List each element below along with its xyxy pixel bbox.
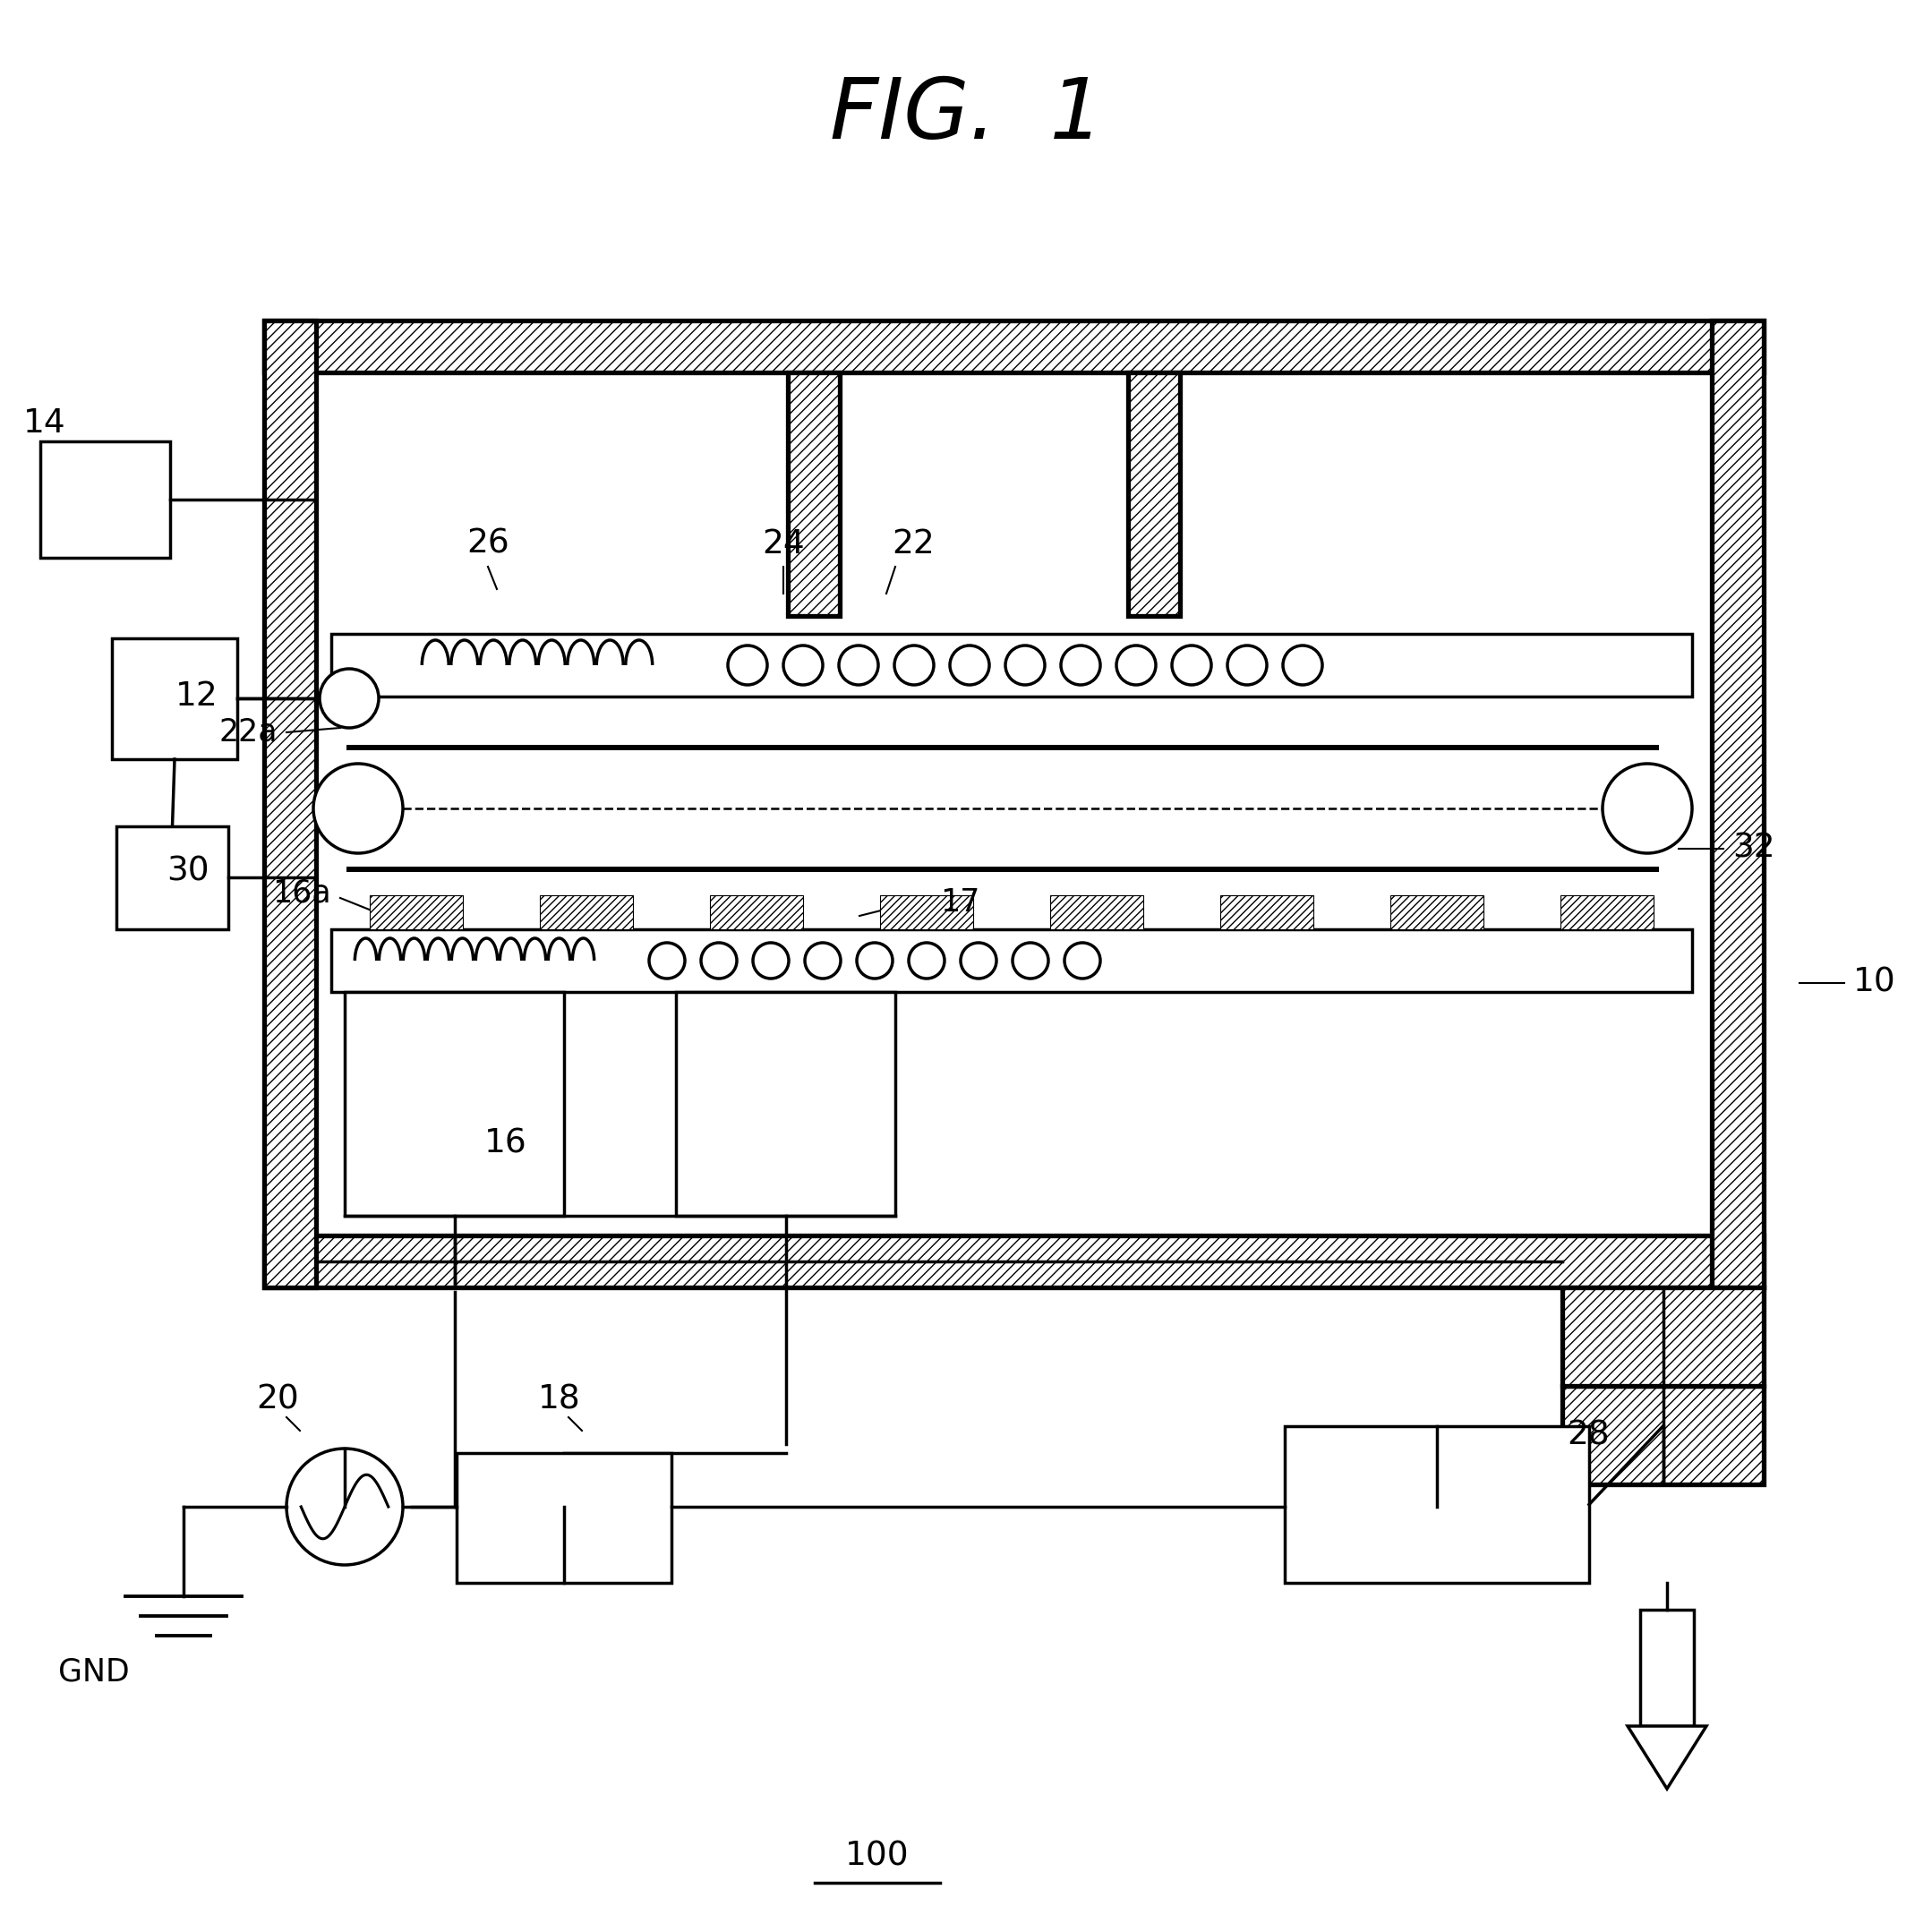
Bar xyxy=(265,1235,1764,1287)
Bar xyxy=(456,1453,672,1582)
Circle shape xyxy=(856,943,893,978)
Bar xyxy=(1640,1609,1694,1725)
Text: 14: 14 xyxy=(23,408,66,440)
Bar xyxy=(116,827,228,929)
Circle shape xyxy=(1227,645,1267,684)
Text: 22a: 22a xyxy=(218,717,278,748)
Bar xyxy=(1285,1426,1590,1582)
Circle shape xyxy=(1283,645,1321,684)
Bar xyxy=(265,321,317,1287)
Text: 10: 10 xyxy=(1853,966,1895,999)
Bar xyxy=(879,895,974,929)
Circle shape xyxy=(1173,645,1211,684)
Bar xyxy=(1049,895,1144,929)
Bar xyxy=(1563,1385,1764,1484)
Circle shape xyxy=(313,763,404,854)
Circle shape xyxy=(782,645,823,684)
Circle shape xyxy=(1065,943,1101,978)
Text: 28: 28 xyxy=(1567,1418,1609,1451)
Text: 12: 12 xyxy=(176,680,218,713)
Bar xyxy=(112,638,238,759)
Text: 22: 22 xyxy=(893,527,935,560)
Circle shape xyxy=(895,645,933,684)
Bar xyxy=(539,895,634,929)
Circle shape xyxy=(908,943,945,978)
Bar xyxy=(369,895,464,929)
Text: 30: 30 xyxy=(166,856,209,887)
Bar xyxy=(1561,895,1654,929)
Circle shape xyxy=(1602,763,1692,854)
Text: 24: 24 xyxy=(761,527,806,560)
Circle shape xyxy=(1061,645,1101,684)
Circle shape xyxy=(1117,645,1155,684)
Bar xyxy=(265,321,1764,373)
Text: 17: 17 xyxy=(941,887,980,918)
Bar xyxy=(330,634,1692,697)
Circle shape xyxy=(951,645,989,684)
Text: 16: 16 xyxy=(485,1128,527,1161)
Circle shape xyxy=(806,943,840,978)
Text: 18: 18 xyxy=(539,1383,582,1416)
Bar xyxy=(1563,1287,1764,1385)
Circle shape xyxy=(286,1449,404,1565)
Bar xyxy=(1712,321,1764,1287)
Bar xyxy=(330,929,1692,991)
Text: 32: 32 xyxy=(1733,833,1776,866)
Circle shape xyxy=(319,668,379,728)
Text: 16a: 16a xyxy=(272,879,330,908)
Bar xyxy=(1219,895,1314,929)
Circle shape xyxy=(649,943,684,978)
Bar xyxy=(788,373,840,616)
Bar xyxy=(676,991,895,1215)
Circle shape xyxy=(728,645,767,684)
Text: GND: GND xyxy=(58,1658,129,1687)
Circle shape xyxy=(1005,645,1045,684)
Circle shape xyxy=(1012,943,1049,978)
Text: 20: 20 xyxy=(257,1383,299,1416)
Circle shape xyxy=(753,943,788,978)
Bar xyxy=(344,991,564,1215)
Polygon shape xyxy=(1627,1725,1706,1789)
Bar xyxy=(709,895,804,929)
Bar xyxy=(1391,895,1484,929)
Bar xyxy=(1563,1287,1764,1484)
Circle shape xyxy=(960,943,997,978)
Bar xyxy=(41,440,170,558)
Circle shape xyxy=(701,943,736,978)
Bar xyxy=(317,373,1712,1235)
Text: 26: 26 xyxy=(466,527,510,560)
Text: 100: 100 xyxy=(846,1839,910,1872)
Bar xyxy=(1128,373,1180,616)
Circle shape xyxy=(838,645,879,684)
Text: FIG.  1: FIG. 1 xyxy=(831,73,1103,155)
